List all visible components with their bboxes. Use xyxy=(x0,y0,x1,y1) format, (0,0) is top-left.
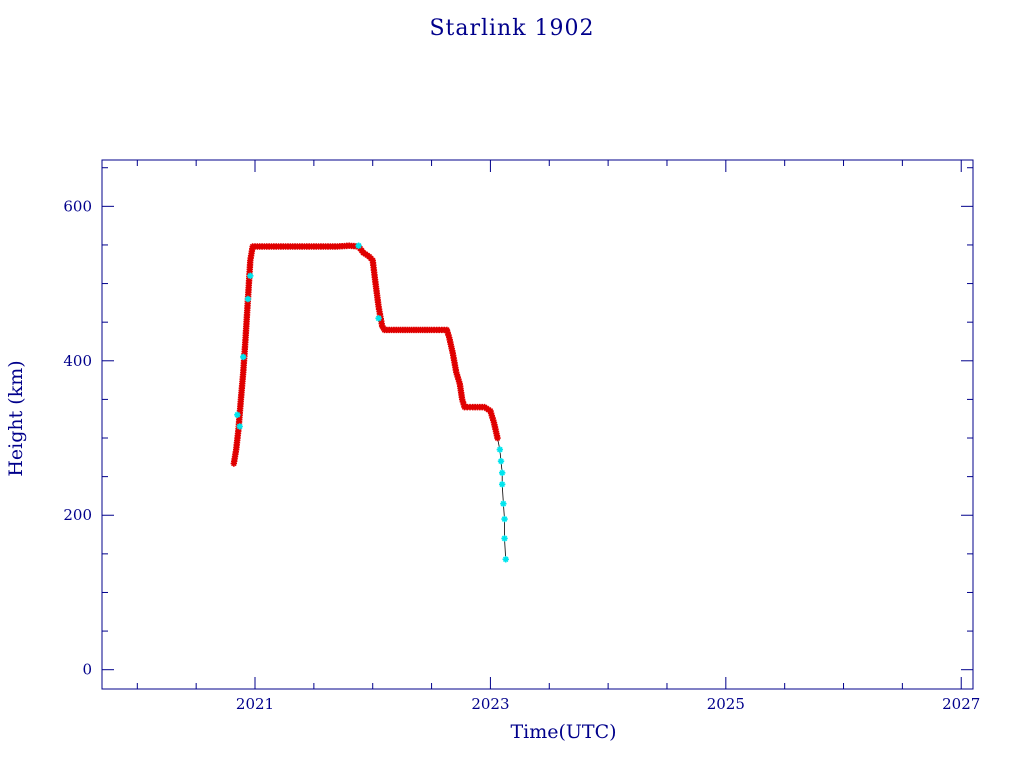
series-primary-point xyxy=(494,434,501,442)
series-secondary-point xyxy=(498,481,506,488)
series-secondary-point xyxy=(355,242,362,249)
x-axis-label: Time(UTC) xyxy=(510,721,616,743)
series-secondary-point xyxy=(236,423,243,430)
series-secondary-point xyxy=(240,353,247,361)
x-tick-label: 2021 xyxy=(236,695,274,713)
series-secondary-point xyxy=(502,556,509,563)
x-tick-label: 2023 xyxy=(471,695,509,713)
series-secondary-point xyxy=(498,469,506,476)
y-tick-label: 200 xyxy=(63,506,92,524)
series-secondary-point xyxy=(375,315,382,322)
plot-frame xyxy=(101,159,974,690)
x-tick-label: 2027 xyxy=(942,695,980,713)
series-secondary-point xyxy=(501,515,508,523)
series-secondary-point xyxy=(497,457,505,465)
series-secondary-point xyxy=(247,272,254,280)
y-tick-label: 400 xyxy=(63,352,92,370)
chart-title: Starlink 1902 xyxy=(429,16,595,41)
y-tick-label: 0 xyxy=(82,661,92,679)
y-axis-label: Height (km) xyxy=(5,360,27,476)
x-tick-label: 2025 xyxy=(707,695,745,713)
series-secondary-point xyxy=(244,295,252,303)
y-tick-label: 600 xyxy=(63,197,92,215)
series-secondary-point xyxy=(234,411,241,419)
series-secondary-point xyxy=(500,500,507,507)
series-secondary-point xyxy=(501,535,508,542)
series-secondary-point xyxy=(496,446,504,453)
